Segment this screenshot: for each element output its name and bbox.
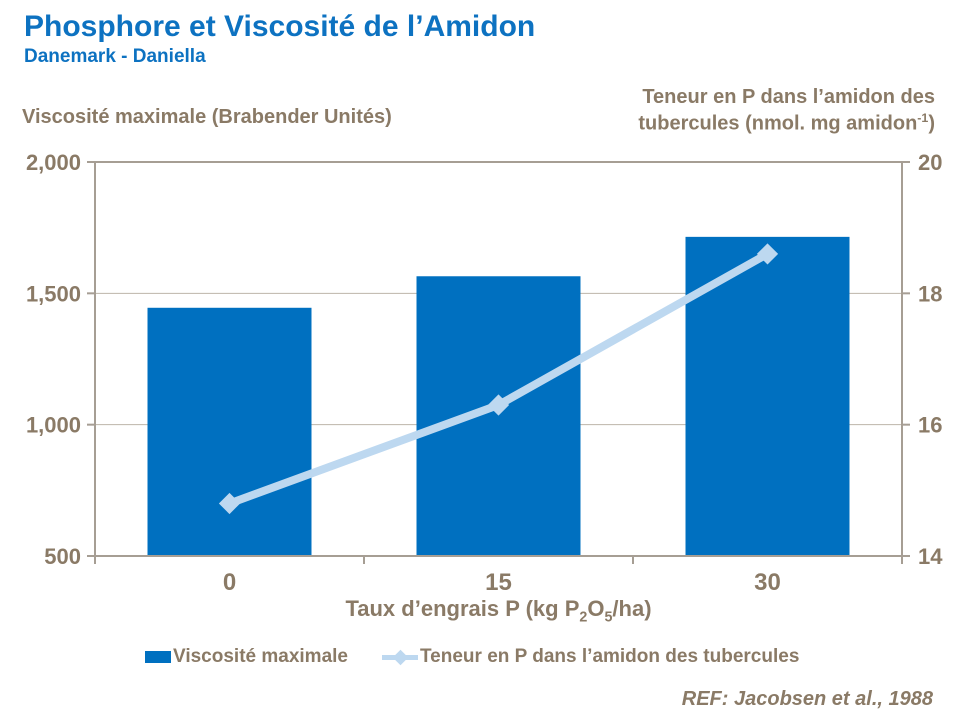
left-axis-title: Viscosité maximale (Brabender Unités): [22, 106, 392, 128]
line-marker-30: [756, 243, 779, 265]
line-swatch-icon: [381, 649, 418, 665]
bar-swatch-icon: [145, 651, 171, 663]
bar-30: [685, 236, 850, 557]
right-axis-title: Teneur en P dans l’amidon des tubercules …: [638, 86, 935, 135]
legend-item-teneur: Teneur en P dans l’amidon des tubercules: [381, 646, 800, 668]
chart-title: Phosphore et Viscosité de l’Amidon: [24, 10, 536, 43]
chart-subtitle: Danemark - Daniella: [24, 46, 206, 67]
right-axis-tick-label: 20: [918, 150, 942, 175]
right-axis-tick-label: 16: [918, 413, 942, 438]
x-axis-tick-label: 30: [754, 569, 781, 596]
legend-label: Teneur en P dans l’amidon des tubercules: [419, 646, 800, 667]
bar-15: [416, 276, 581, 556]
plot-border: [94, 161, 903, 557]
x-axis-tick-label: 15: [485, 569, 512, 596]
legend: Viscosité maximale Teneur en P dans l’am…: [145, 646, 799, 668]
right-axis-tick-label: 14: [918, 544, 943, 569]
left-axis-tick-label: 1,500: [26, 281, 81, 306]
bar-0: [147, 307, 312, 556]
left-axis-tick-label: 500: [44, 544, 81, 569]
right-axis-tick-label: 18: [918, 281, 942, 306]
reference-citation: REF: Jacobsen et al., 1988: [681, 688, 933, 710]
x-axis-title: Taux d’engrais P (kg P2O5/ha): [345, 596, 652, 626]
legend-label: Viscosité maximale: [173, 646, 348, 667]
x-axis-tick-label: 0: [223, 569, 236, 596]
legend-item-viscosite: Viscosité maximale: [145, 646, 348, 668]
left-axis-tick-label: 1,000: [26, 413, 81, 438]
left-axis-tick-label: 2,000: [26, 150, 81, 175]
